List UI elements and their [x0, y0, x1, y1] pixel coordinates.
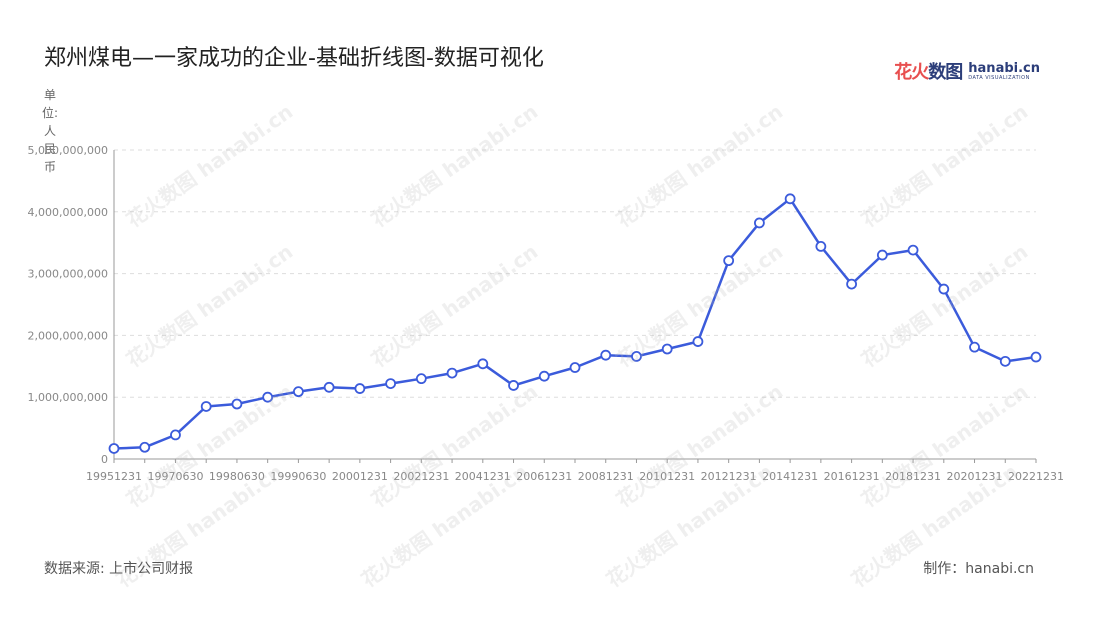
x-tick-label: 20141231 [762, 470, 818, 483]
data-point [938, 283, 950, 295]
data-source: 数据来源: 上市公司财报 [44, 561, 194, 577]
y-tick-label: 0 [101, 453, 108, 466]
data-point [170, 429, 181, 441]
data-point [292, 386, 304, 398]
data-point [999, 355, 1011, 367]
brand-logo: 花火数图 hanabi.cn DATA VISUALIZATION [894, 58, 1040, 84]
data-point [661, 343, 673, 355]
logo-cn: 花火数图 [894, 62, 963, 83]
x-tick-label: 20081231 [578, 470, 634, 483]
data-point [385, 378, 397, 390]
data-point [969, 341, 980, 353]
x-tick-label: 20101231 [639, 470, 695, 483]
data-point [815, 241, 827, 252]
data-point [876, 249, 888, 261]
data-point [692, 336, 704, 347]
data-point [139, 441, 151, 453]
x-tick-label: 19970630 [147, 470, 203, 483]
data-point [600, 349, 612, 361]
series-line [113, 197, 1037, 450]
x-tick-label: 20021231 [393, 470, 449, 483]
data-point [477, 358, 489, 370]
x-tick-label: 20181231 [885, 470, 941, 483]
data-point [1030, 351, 1042, 363]
logo-en: hanabi.cn DATA VISUALIZATION [968, 60, 1040, 81]
x-tick-label: 20061231 [516, 470, 572, 483]
data-point [415, 373, 427, 385]
data-point [907, 244, 919, 256]
x-tick-label: 19951231 [86, 470, 142, 483]
data-point [446, 367, 458, 379]
data-point [200, 401, 212, 412]
x-tick-label: 20001231 [332, 470, 388, 483]
x-tick-label: 20121231 [701, 470, 757, 483]
y-tick-label: 3,000,000,000 [28, 268, 108, 281]
data-point [354, 383, 366, 394]
data-point [631, 351, 642, 362]
data-point [231, 398, 243, 410]
chart-credit: 制作：hanabi.cn [923, 561, 1034, 577]
x-tick-label: 19990630 [270, 470, 326, 483]
data-point [323, 381, 335, 393]
x-tick-label: 19980630 [209, 470, 265, 483]
data-point [846, 278, 857, 290]
x-tick-label: 20221231 [1008, 470, 1064, 483]
chart-title: 郑州煤电—一家成功的企业-基础折线图-数据可视化 [44, 46, 544, 71]
y-axis-unit-label: 单位:人民币 [42, 88, 59, 174]
y-tick-label: 4,000,000,000 [28, 206, 108, 219]
x-tick-label: 20041231 [455, 470, 511, 483]
y-tick-label: 2,000,000,000 [28, 329, 108, 342]
data-point [508, 380, 519, 391]
data-point [754, 217, 765, 229]
y-tick-label: 5,000,000,000 [28, 144, 108, 157]
data-point [538, 370, 550, 382]
y-tick-label: 1,000,000,000 [28, 391, 108, 404]
data-point [569, 362, 581, 373]
data-point [784, 193, 796, 205]
data-point [108, 443, 120, 454]
data-point [723, 255, 735, 267]
x-tick-label: 20201231 [947, 470, 1003, 483]
x-tick-label: 20161231 [824, 470, 880, 483]
data-point [262, 391, 274, 403]
